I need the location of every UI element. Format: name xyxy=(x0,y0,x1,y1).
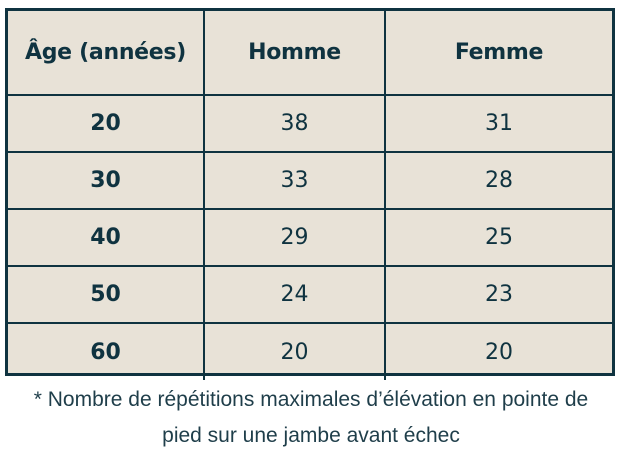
table-row: 30 33 28 xyxy=(8,151,612,210)
table-row: 40 29 25 xyxy=(8,208,612,267)
header-age: Âge (années) xyxy=(8,11,205,96)
cell-femme: 31 xyxy=(384,94,612,153)
cell-femme: 20 xyxy=(384,322,612,380)
data-table: Âge (années) Homme Femme 20 38 31 30 33 … xyxy=(5,8,615,380)
table-row: 20 38 31 xyxy=(8,94,612,153)
table-header-row: Âge (années) Homme Femme xyxy=(8,11,612,96)
footnote-line-1: * Nombre de répétitions maximales d’élév… xyxy=(33,388,589,411)
cell-homme: 24 xyxy=(203,265,386,324)
cell-homme: 33 xyxy=(203,151,386,210)
cell-age: 50 xyxy=(8,265,205,324)
cell-femme: 23 xyxy=(384,265,612,324)
table-row: 60 20 20 xyxy=(8,322,612,380)
cell-age: 60 xyxy=(8,322,205,380)
header-homme: Homme xyxy=(203,11,386,96)
cell-age: 40 xyxy=(8,208,205,267)
cell-femme: 25 xyxy=(384,208,612,267)
header-femme: Femme xyxy=(384,11,612,96)
cell-homme: 38 xyxy=(203,94,386,153)
footnote: * Nombre de répétitions maximales d’élév… xyxy=(0,382,622,454)
cell-homme: 20 xyxy=(203,322,386,380)
cell-age: 30 xyxy=(8,151,205,210)
cell-age: 20 xyxy=(8,94,205,153)
footnote-line-2: pied sur une jambe avant échec xyxy=(162,424,460,447)
norms-table: Âge (années) Homme Femme 20 38 31 30 33 … xyxy=(8,11,612,380)
cell-femme: 28 xyxy=(384,151,612,210)
cell-homme: 29 xyxy=(203,208,386,267)
table-row: 50 24 23 xyxy=(8,265,612,324)
